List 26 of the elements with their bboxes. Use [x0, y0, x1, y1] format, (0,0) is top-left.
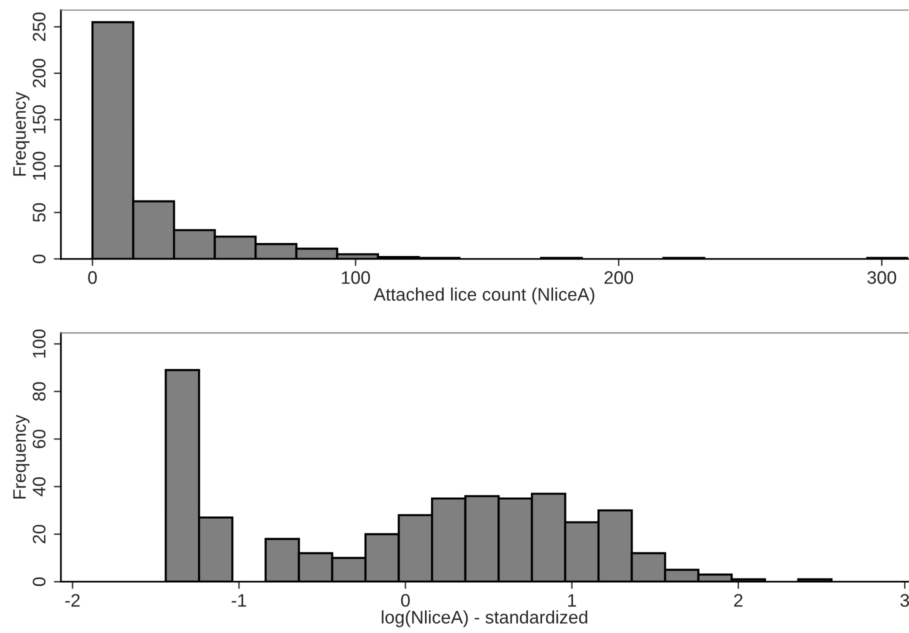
x-tick-label: -2	[65, 594, 80, 607]
y-tick-label: 50	[32, 203, 46, 222]
y-axis-title: Frequency	[13, 414, 30, 499]
y-tick-label: 0	[32, 577, 46, 586]
y-tick-label: 200	[32, 58, 46, 88]
x-tick-label: 2	[734, 594, 742, 607]
x-tick-label: 3	[900, 594, 909, 607]
y-axis-title: Frequency	[13, 92, 30, 176]
x-tick-label: 0	[88, 271, 97, 284]
y-tick-label: 100	[32, 330, 46, 358]
y-tick-label: 0	[32, 254, 46, 264]
x-tick-label: 200	[604, 271, 634, 284]
y-tick-label: 250	[32, 12, 46, 41]
y-tick-label: 150	[32, 105, 46, 134]
y-tick-label: 60	[32, 430, 46, 448]
y-tick-label: 40	[32, 477, 46, 496]
y-tick-label: 20	[32, 524, 46, 544]
x-tick-label: -1	[232, 594, 246, 607]
x-tick-label: 300	[867, 271, 896, 284]
y-tick-label: 80	[32, 382, 46, 401]
x-tick-label: 100	[342, 271, 370, 284]
x-tick-label: 0	[401, 594, 410, 607]
x-axis-title: Attached lice count (NliceA)	[374, 288, 594, 304]
x-axis-title: log(NliceA) - standardized	[382, 610, 588, 628]
y-tick-label: 100	[32, 152, 46, 180]
x-tick-label: 1	[568, 594, 576, 607]
